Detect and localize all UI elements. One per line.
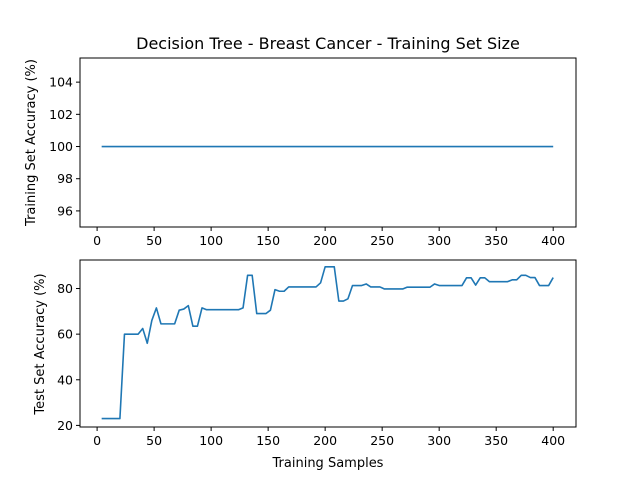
test-accuracy-ticks: 0 50 100 150 200 250 300 350 400 20 40 60 80 [57,281,565,448]
training-accuracy-ylabel: Training Set Accuracy (%) [24,59,39,227]
training-accuracy-ytick-label: 102 [49,107,73,122]
test-accuracy-xtick-label: 50 [146,433,162,448]
test-accuracy-ytick-label: 20 [57,418,73,433]
training-accuracy-xtick-label: 150 [256,233,280,248]
test-accuracy-xtick-label: 350 [484,433,508,448]
training-accuracy-xtick-label: 400 [541,233,565,248]
training-accuracy-ytick-label: 104 [49,75,73,90]
training-accuracy-ytick-label: 96 [57,203,73,218]
training-accuracy-frame [79,57,577,228]
training-samples-xlabel: Training Samples [272,456,384,471]
training-accuracy-xtick-label: 100 [199,233,223,248]
test-accuracy-ytick-label: 40 [57,372,73,387]
test-accuracy-ytick-label: 60 [57,327,73,342]
training-accuracy-xtick-label: 350 [484,233,508,248]
training-accuracy-ytick-label: 98 [57,171,73,186]
test-accuracy-ylabel: Test Set Accuracy (%) [33,273,48,415]
training-accuracy-ytick-label: 100 [49,139,73,154]
test-accuracy-xtick-label: 150 [256,433,280,448]
chart-title: Decision Tree - Breast Cancer - Training… [136,34,520,53]
test-accuracy-xtick-label: 400 [541,433,565,448]
training-accuracy-xtick-label: 0 [93,233,101,248]
training-accuracy-xtick-label: 200 [313,233,337,248]
test-accuracy-xtick-label: 0 [93,433,101,448]
test-accuracy-xtick-label: 300 [427,433,451,448]
training-accuracy-ticks: 0 50 100 150 200 250 300 350 400 96 98 100 102 104 [49,75,565,248]
test-accuracy-line [101,266,554,420]
test-accuracy-frame [79,259,577,428]
training-accuracy-xtick-label: 50 [146,233,162,248]
training-accuracy-subplot: Decision Tree - Breast Cancer - Training… [24,34,577,248]
test-accuracy-xtick-label: 100 [199,433,223,448]
test-accuracy-xtick-label: 200 [313,433,337,448]
test-accuracy-ytick-label: 80 [57,281,73,296]
test-accuracy-xtick-label: 250 [370,433,394,448]
test-accuracy-series [101,266,554,420]
training-accuracy-xtick-label: 300 [427,233,451,248]
test-accuracy-subplot: Test Set Accuracy (%) Training Samples 0… [33,259,577,471]
training-accuracy-xtick-label: 250 [370,233,394,248]
